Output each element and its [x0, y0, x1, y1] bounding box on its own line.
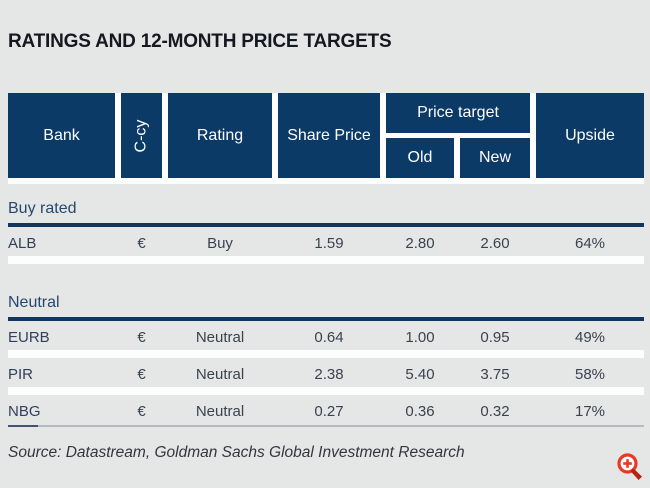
cell-rating: Neutral — [195, 402, 245, 420]
cell-bank: NBG — [8, 402, 41, 420]
header-price-target: Price target — [386, 93, 530, 133]
cell-share-price: 1.59 — [314, 234, 344, 252]
header-ccy: C-cy — [121, 93, 162, 178]
header-new: New — [460, 138, 530, 178]
cell-upside: 58% — [574, 365, 606, 383]
zoom-plus-icon[interactable] — [616, 452, 644, 481]
table-body: Buy rated ALB € Buy 1.59 2.80 2.60 64% Neutral EU… — [0, 184, 650, 427]
row-separator — [8, 387, 644, 395]
cell-share-price: 0.27 — [314, 402, 344, 420]
table-row: NBG € Neutral 0.27 0.36 0.32 17% — [8, 398, 644, 424]
header-upside: Upside — [536, 93, 644, 178]
cell-rating: Buy — [207, 234, 233, 252]
header-separator — [8, 178, 644, 184]
header-share-price: Share Price — [278, 93, 380, 178]
cell-new: 2.60 — [480, 234, 510, 252]
cell-bank: PIR — [8, 365, 34, 383]
cell-ccy: € — [137, 365, 146, 383]
table-row: EURB € Neutral 0.64 1.00 0.95 49% — [8, 324, 644, 350]
cell-bank: ALB — [8, 234, 37, 252]
cell-old: 5.40 — [405, 365, 435, 383]
cell-old: 0.36 — [405, 402, 435, 420]
cell-bank: EURB — [8, 328, 50, 346]
section-rule — [8, 317, 644, 321]
row-separator — [8, 256, 644, 264]
page-title: RATINGS AND 12-MONTH PRICE TARGETS — [8, 31, 392, 52]
table-row: PIR € Neutral 2.38 5.40 3.75 58% — [8, 361, 644, 387]
source-note: Source: Datastream, Goldman Sachs Global… — [8, 444, 465, 461]
section-rule — [8, 223, 644, 227]
cell-new: 3.75 — [480, 365, 510, 383]
cell-ccy: € — [137, 402, 146, 420]
header-price-target-group: Price target Old New — [386, 93, 530, 178]
cell-share-price: 0.64 — [314, 328, 344, 346]
header-rating: Rating — [168, 93, 272, 178]
cell-old: 1.00 — [405, 328, 435, 346]
cell-upside: 49% — [574, 328, 606, 346]
table-bottom-line — [8, 425, 644, 427]
cell-upside: 64% — [574, 234, 606, 252]
cell-share-price: 2.38 — [314, 365, 344, 383]
header-old: Old — [386, 138, 454, 178]
cell-rating: Neutral — [195, 328, 245, 346]
section-label: Buy rated — [8, 200, 77, 217]
cell-upside: 17% — [574, 402, 606, 420]
cell-ccy: € — [137, 328, 146, 346]
cell-rating: Neutral — [195, 365, 245, 383]
cell-new: 0.32 — [480, 402, 510, 420]
row-separator — [8, 350, 644, 358]
header-bank: Bank — [8, 93, 115, 178]
header-ccy-label: C-cy — [132, 119, 150, 152]
rating-section: Buy rated ALB € Buy 1.59 2.80 2.60 64% — [0, 184, 650, 264]
section-label: Neutral — [8, 294, 60, 311]
cell-ccy: € — [137, 234, 146, 252]
table-row: ALB € Buy 1.59 2.80 2.60 64% — [8, 230, 644, 256]
rating-section: Neutral EURB € Neutral 0.64 1.00 0.95 49% PIR € Ne… — [0, 264, 650, 427]
cell-new: 0.95 — [480, 328, 510, 346]
cell-old: 2.80 — [405, 234, 435, 252]
table-header: Bank C-cy Rating Share Price Price targe… — [8, 93, 644, 178]
